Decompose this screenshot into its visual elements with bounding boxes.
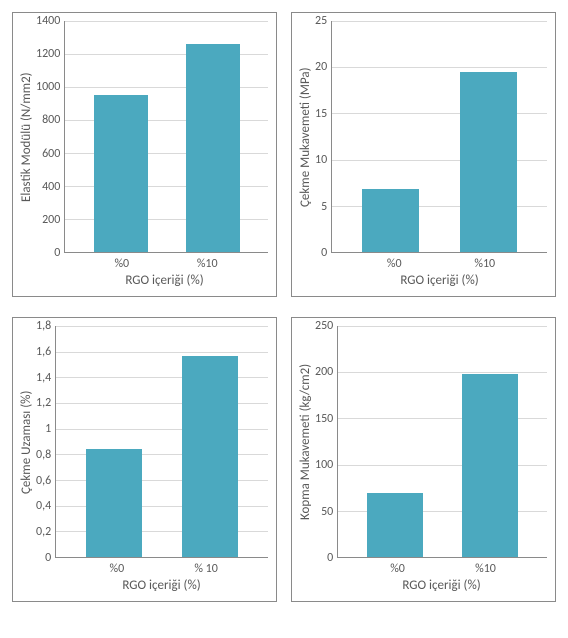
x-axis-label: RGO içeriği (%) <box>336 578 547 593</box>
y-axis-ticks: 2520151050 <box>315 21 331 253</box>
bar-0 <box>367 493 423 557</box>
x-tick-1: %10 <box>458 257 511 271</box>
bar-1 <box>182 356 238 557</box>
x-tick-0: %0 <box>91 562 143 576</box>
bars-container <box>332 21 547 252</box>
bars-container <box>65 21 268 252</box>
y-axis-label: Elastik Modülü (N/mm2) <box>17 21 36 253</box>
x-tick-1: %10 <box>182 257 232 271</box>
bar-1 <box>186 44 240 252</box>
y-axis-ticks: 250200150100500 <box>315 326 337 558</box>
x-tick-0: %0 <box>97 257 147 271</box>
x-tick-0: %0 <box>372 562 424 576</box>
x-axis-ticks: %0 %10 <box>336 558 547 576</box>
x-axis-ticks: %0 %10 <box>61 253 268 271</box>
plot-area <box>331 21 547 253</box>
bars-container <box>56 326 268 557</box>
bar-1 <box>462 374 518 557</box>
bars-container <box>338 326 547 557</box>
x-axis-label: RGO içeriği (%) <box>332 273 547 288</box>
x-axis-label: RGO içeriği (%) <box>55 578 268 593</box>
chart-grid: Elastik Modülü (N/mm2) 14001200100080060… <box>12 12 556 602</box>
y-axis-label: Kopma Mukavemeti (kg/cm2) <box>296 326 315 558</box>
bar-0 <box>86 449 142 557</box>
x-axis-ticks: %0 % 10 <box>55 558 268 576</box>
bar-0 <box>94 95 148 252</box>
chart-elastik-modulu: Elastik Modülü (N/mm2) 14001200100080060… <box>12 12 277 297</box>
x-tick-1: % 10 <box>180 562 232 576</box>
x-tick-0: %0 <box>368 257 421 271</box>
chart-cekme-uzamasi: Çekme Uzaması (%) 1,81,61,41,210,80,60,4… <box>12 317 277 602</box>
x-axis-ticks: %0 %10 <box>332 253 547 271</box>
x-axis-label: RGO içeriği (%) <box>61 273 268 288</box>
plot-area <box>64 21 268 253</box>
bar-0 <box>362 189 419 252</box>
y-axis-label: Çekme Mukavemeti (MPa) <box>296 21 315 253</box>
y-axis-label: Çekme Uzaması (%) <box>17 326 36 558</box>
plot-area <box>55 326 268 558</box>
chart-cekme-mukavemeti: Çekme Mukavemeti (MPa) 2520151050 %0 %10… <box>291 12 556 297</box>
y-axis-ticks: 1,81,61,41,210,80,60,40,20 <box>36 326 55 558</box>
x-tick-1: %10 <box>460 562 512 576</box>
y-axis-ticks: 1400120010008006004002000 <box>36 21 64 253</box>
plot-area <box>337 326 547 558</box>
bar-1 <box>460 72 517 252</box>
chart-kopma-mukavemeti: Kopma Mukavemeti (kg/cm2) 25020015010050… <box>291 317 556 602</box>
